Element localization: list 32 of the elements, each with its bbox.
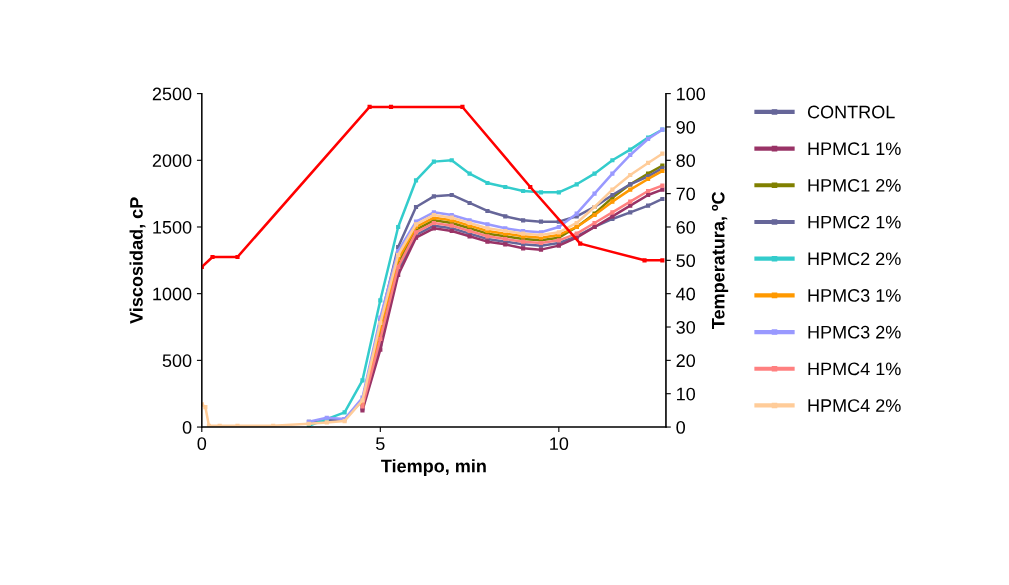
x-tick-label: 0 <box>197 437 207 451</box>
legend-label: CONTROL <box>807 105 895 119</box>
y2-tick-label: 30 <box>676 320 696 334</box>
y2-tick-label: 50 <box>676 254 696 268</box>
legend-label: HPMC2 2% <box>808 252 901 266</box>
legend-label: HPMC1 2% <box>808 179 901 192</box>
y-tick-label: 0 <box>182 420 192 434</box>
y2-tick-label: 80 <box>676 154 696 168</box>
y2-tick-label: 0 <box>676 420 685 434</box>
y-tick-label: 1500 <box>153 220 192 234</box>
x-axis-title: Tiempo, min <box>381 459 486 476</box>
legend-label: HPMC2 1% <box>808 215 901 229</box>
y-tick-label: 500 <box>162 354 192 368</box>
y2-tick-label: 90 <box>676 120 696 134</box>
y-tick-label: 2500 <box>152 87 192 101</box>
legend-label: HPMC3 1% <box>808 289 901 302</box>
y2-tick-label: 20 <box>676 354 696 368</box>
legend-label: HPMC3 2% <box>808 325 901 339</box>
y2-tick-label: 60 <box>676 220 696 234</box>
legend-label: HPMC4 2% <box>808 399 901 412</box>
y-tick-label: 2000 <box>152 154 192 168</box>
y2-tick-label: 100 <box>677 87 706 101</box>
y-axis-title: Viscosidad, cP <box>129 197 146 324</box>
y2-tick-label: 40 <box>676 287 696 301</box>
x-tick-label: 5 <box>376 437 385 451</box>
y2-tick-label: 10 <box>677 387 696 401</box>
legend-label: HPMC1 1% <box>808 142 901 156</box>
y-tick-label: 1000 <box>153 287 192 301</box>
legend-label: HPMC4 1% <box>808 362 901 376</box>
y2-tick-label: 70 <box>676 187 696 201</box>
y2-axis-title: Temperatura, ºC <box>711 191 729 329</box>
x-tick-label: 10 <box>550 437 569 451</box>
